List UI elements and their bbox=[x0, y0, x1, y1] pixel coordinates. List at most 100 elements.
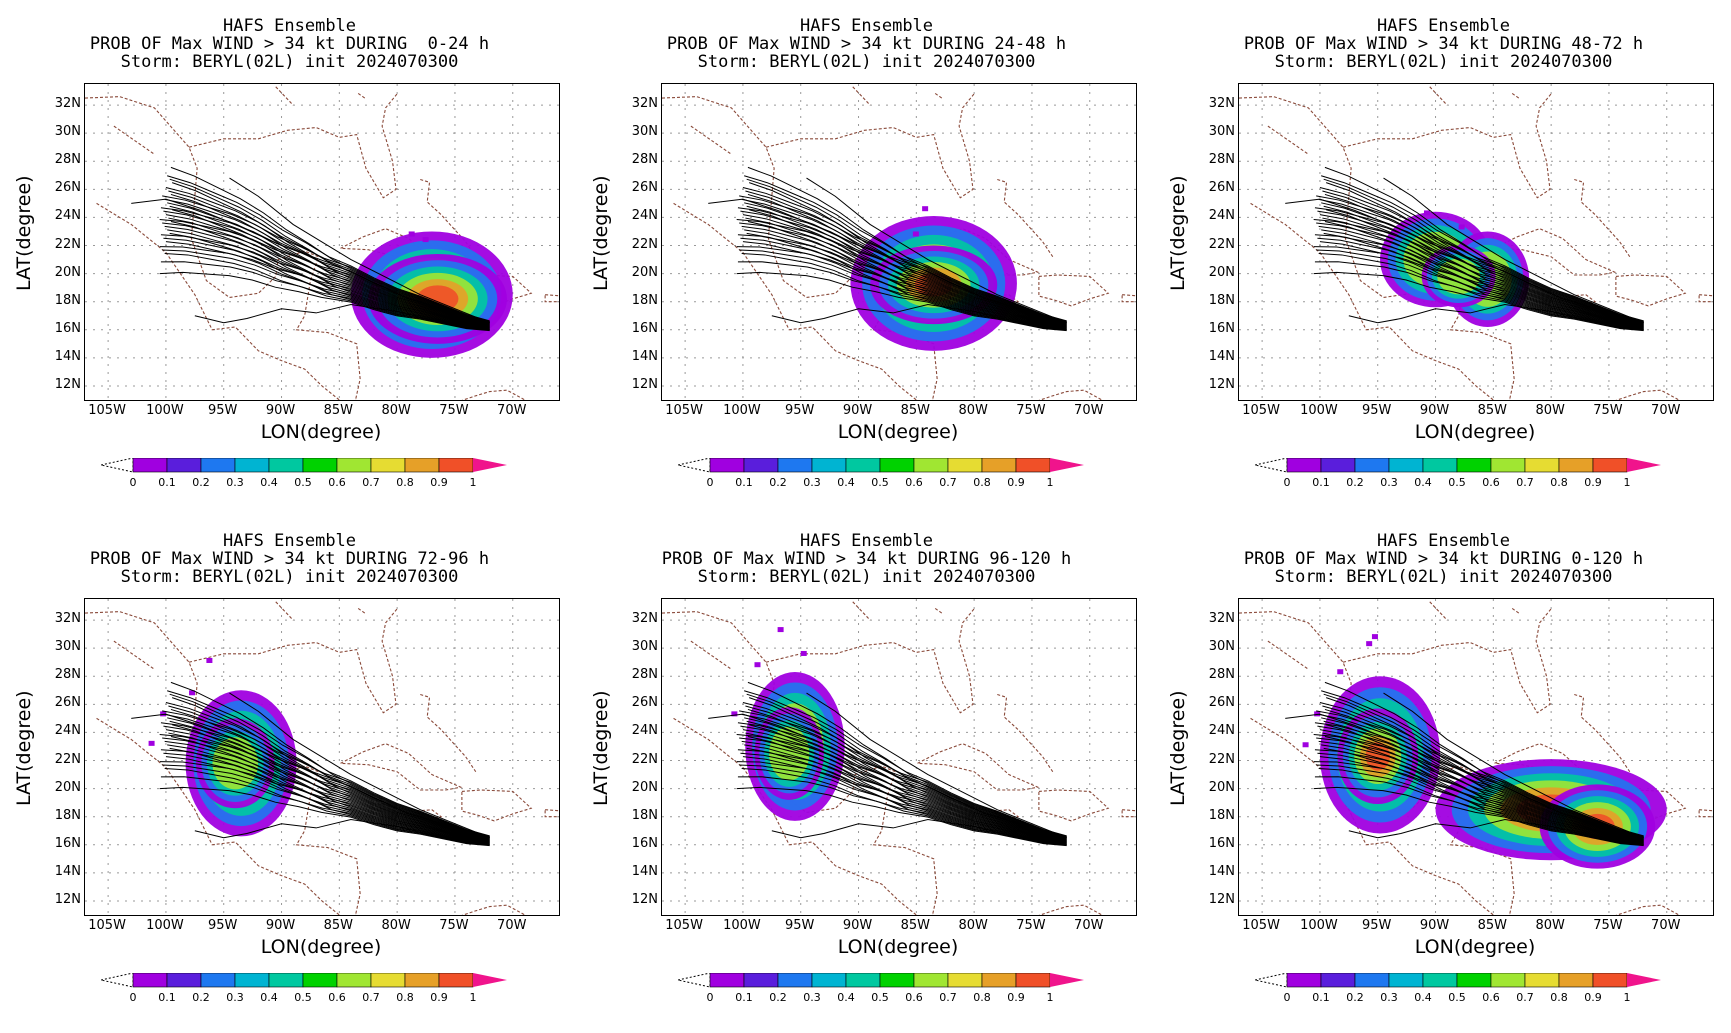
track-line bbox=[745, 705, 1067, 840]
lat-tick-label: 26N bbox=[1208, 695, 1235, 711]
track-line bbox=[159, 246, 490, 328]
map-panel-2: HAFS Ensemble PROB OF Max WIND > 34 kt DU… bbox=[578, 3, 1155, 518]
panel-title-line3: Storm: BERYL(02L) init 2024070300 bbox=[120, 567, 459, 587]
track-line bbox=[1323, 205, 1644, 327]
colorbar-segment bbox=[913, 972, 949, 988]
track-line bbox=[165, 187, 490, 323]
probability-speckle bbox=[754, 662, 761, 668]
track-line bbox=[739, 764, 1067, 845]
track-line bbox=[771, 818, 1067, 846]
track-line bbox=[160, 234, 490, 327]
track-line bbox=[1319, 702, 1644, 838]
track-line bbox=[1319, 756, 1644, 845]
lon-tick-label: 90W bbox=[265, 918, 296, 933]
y-axis-label: LAT(degree) bbox=[1167, 175, 1189, 291]
track-line bbox=[160, 749, 490, 842]
colorbar-tick-label: 0 bbox=[706, 476, 714, 489]
probability-speckle bbox=[777, 627, 784, 633]
track-line bbox=[162, 737, 490, 841]
y-axis-label: LAT(degree) bbox=[1167, 690, 1189, 806]
coastline bbox=[1038, 904, 1104, 915]
lon-tick-label: 95W bbox=[208, 403, 238, 418]
lon-tick-label: 75W bbox=[1593, 403, 1623, 418]
track-line bbox=[740, 237, 1067, 329]
coastline bbox=[544, 294, 559, 303]
colorbar-tick-label: 0.8 bbox=[973, 476, 991, 489]
colorbar-tick-label: 1 bbox=[1623, 991, 1631, 1004]
track-line bbox=[1317, 237, 1644, 329]
lon-tick-label: 75W bbox=[1016, 918, 1046, 933]
colorbar-tick-label: 0 bbox=[1283, 476, 1291, 489]
ensemble-tracks bbox=[1285, 166, 1644, 332]
track-line bbox=[163, 725, 490, 840]
colorbar-tick-label: 0.5 bbox=[1448, 991, 1466, 1004]
track-line bbox=[1326, 697, 1644, 840]
track-line bbox=[1319, 214, 1644, 327]
track-line bbox=[164, 252, 490, 331]
coastline bbox=[96, 202, 340, 400]
track-line bbox=[1324, 681, 1644, 838]
lon-tick-label: 75W bbox=[439, 403, 469, 418]
colorbar-tick-label: 0.9 bbox=[1007, 476, 1025, 489]
track-line bbox=[1314, 722, 1644, 838]
coastline bbox=[690, 125, 732, 155]
track-line bbox=[229, 177, 490, 324]
coastline bbox=[673, 202, 917, 400]
panel-title-line3: Storm: BERYL(02L) init 2024070300 bbox=[120, 52, 459, 72]
lon-tick-label: 85W bbox=[323, 918, 354, 933]
coastline bbox=[993, 809, 1020, 821]
coastline bbox=[690, 640, 732, 670]
colorbar-tick-label: 0.3 bbox=[1380, 476, 1398, 489]
colorbar-tick-label: 0.2 bbox=[769, 991, 787, 1004]
lon-tick-label: 100W bbox=[1300, 403, 1338, 418]
colorbar-segment bbox=[1490, 972, 1526, 988]
lat-tick-label: 18N bbox=[631, 292, 658, 308]
lat-tick-label: 20N bbox=[54, 779, 81, 795]
track-line bbox=[1322, 190, 1644, 325]
track-line bbox=[739, 249, 1067, 330]
lat-tick-label: 30N bbox=[631, 124, 658, 140]
coastline bbox=[461, 274, 533, 307]
colorbar-tick-label: 0.7 bbox=[939, 476, 957, 489]
track-line bbox=[742, 729, 1067, 842]
track-line bbox=[741, 252, 1067, 331]
colorbar-segment bbox=[811, 457, 847, 473]
lat-tick-label: 28N bbox=[1208, 667, 1235, 683]
lat-tick-label: 32N bbox=[631, 611, 658, 627]
coastline bbox=[1574, 693, 1631, 773]
map-panel-1: HAFS Ensemble PROB OF Max WIND > 34 kt DU… bbox=[1, 3, 578, 518]
panel-title-line3: Storm: BERYL(02L) init 2024070300 bbox=[1274, 567, 1613, 587]
coastlines bbox=[1239, 601, 1713, 915]
track-line bbox=[739, 222, 1067, 326]
colorbar-over-triangle bbox=[473, 973, 507, 987]
track-line bbox=[740, 210, 1067, 325]
track-line bbox=[708, 713, 1067, 839]
probability-speckle bbox=[408, 231, 415, 237]
lat-tick-label: 28N bbox=[631, 152, 658, 168]
colorbar-tick-label: 0.5 bbox=[294, 991, 312, 1004]
lat-tick-label: 12N bbox=[1208, 891, 1235, 907]
colorbar-tick-label: 0.6 bbox=[328, 476, 346, 489]
lon-tick-label: 100W bbox=[146, 918, 184, 933]
lat-tick-label: 22N bbox=[631, 751, 658, 767]
coastline bbox=[188, 608, 398, 714]
colorbar-tick-label: 0.7 bbox=[362, 476, 380, 489]
probability-speckle bbox=[1337, 669, 1344, 675]
track-line bbox=[160, 207, 490, 323]
lon-tick-label: 95W bbox=[1362, 403, 1392, 418]
colorbar-tick-label: 0.8 bbox=[1550, 476, 1568, 489]
track-line bbox=[168, 190, 490, 325]
colorbar-segment bbox=[1524, 457, 1560, 473]
lat-tick-label: 32N bbox=[1208, 611, 1235, 627]
lat-tick-label: 20N bbox=[54, 264, 81, 280]
track-line bbox=[167, 229, 490, 329]
lat-tick-label: 16N bbox=[1208, 320, 1235, 336]
lat-tick-label: 32N bbox=[1208, 96, 1235, 112]
lat-tick-label: 16N bbox=[1208, 835, 1235, 851]
lon-tick-label: 80W bbox=[1535, 918, 1565, 933]
track-line bbox=[1314, 261, 1644, 331]
colorbar-segment bbox=[336, 972, 372, 988]
track-line bbox=[1322, 705, 1644, 840]
colorbar-tick-label: 0.8 bbox=[396, 991, 414, 1004]
track-line bbox=[1348, 818, 1644, 846]
